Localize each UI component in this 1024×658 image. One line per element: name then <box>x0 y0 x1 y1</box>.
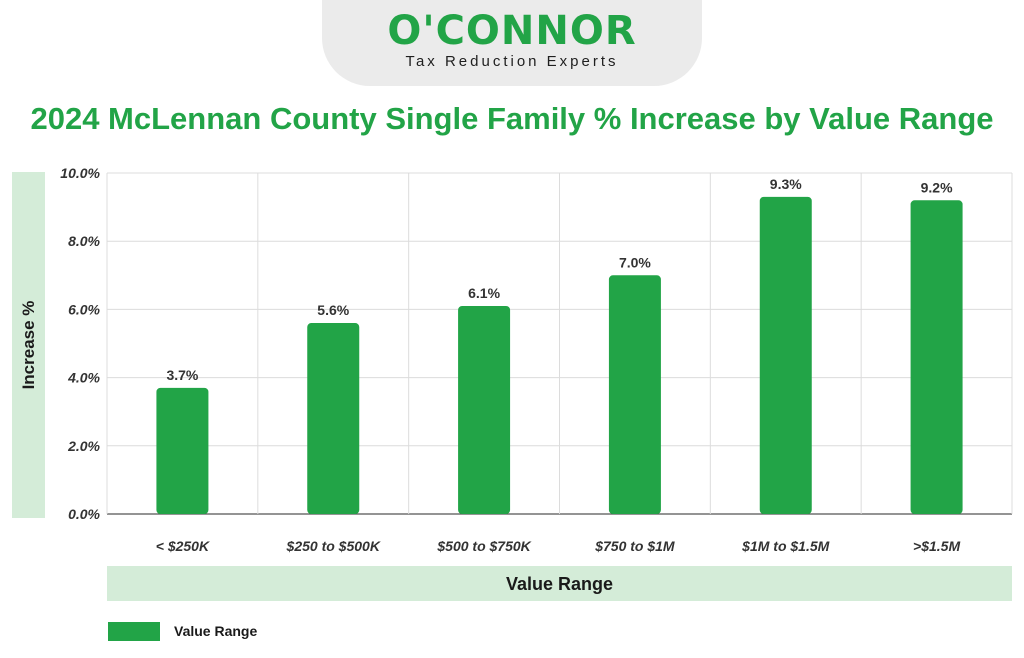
grid-lines <box>106 172 1013 515</box>
legend: Value Range <box>108 620 257 642</box>
logo-brand: O'CONNOR <box>387 8 637 54</box>
bar <box>910 200 963 514</box>
chart-title: 2024 McLennan County Single Family % Inc… <box>30 101 994 136</box>
logo-tagline: Tax Reduction Experts <box>405 53 619 70</box>
x-tick-label: $250 to $500K <box>286 538 381 554</box>
x-axis-label: Value Range <box>505 574 614 594</box>
data-label: 9.2% <box>921 179 953 195</box>
x-tick-label: >$1.5M <box>913 538 960 554</box>
bar <box>307 323 360 514</box>
bars <box>156 196 963 514</box>
axis-ticks: 0.0% 2.0% 4.0% 6.0% 8.0% 10.0% < $250K $250 to … <box>60 165 960 554</box>
x-axis-label-band: Value Range <box>107 566 1012 601</box>
y-tick-label: 8.0% <box>68 233 100 249</box>
y-tick-label: 6.0% <box>68 301 100 317</box>
data-label: 5.6% <box>317 302 349 318</box>
x-tick-label: < $250K <box>156 538 210 554</box>
x-tick-label: $500 to $750K <box>436 538 531 554</box>
x-tick-label: $1M to $1.5M <box>741 538 829 554</box>
y-tick-label: 10.0% <box>60 165 100 181</box>
logo-header: O'CONNOR Tax Reduction Experts <box>322 0 702 86</box>
bar-chart: 3.7% 5.6% 6.1% 7.0% 9.3% 9.2% 0.0% 2.0% 4.0% 6.0… <box>60 165 1013 554</box>
y-tick-label: 2.0% <box>67 438 100 454</box>
data-label: 6.1% <box>468 285 500 301</box>
data-labels: 3.7% 5.6% 6.1% 7.0% 9.3% 9.2% <box>166 176 953 383</box>
y-tick-label: 4.0% <box>67 370 100 386</box>
y-tick-label: 0.0% <box>68 506 100 522</box>
legend-swatch <box>108 621 160 641</box>
y-axis-label-band: Increase % <box>12 172 45 518</box>
bar <box>759 196 812 514</box>
bar <box>608 275 661 514</box>
data-label: 7.0% <box>619 254 651 270</box>
legend-label: Value Range <box>174 623 258 639</box>
x-tick-label: $750 to $1M <box>594 538 675 554</box>
data-label: 3.7% <box>166 367 198 383</box>
bar <box>458 305 511 514</box>
bar <box>156 387 209 514</box>
data-label: 9.3% <box>770 176 802 192</box>
